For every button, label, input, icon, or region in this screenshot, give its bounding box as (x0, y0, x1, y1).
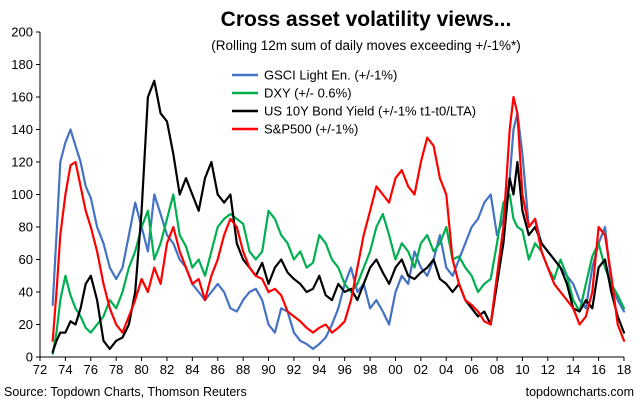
x-tick-label: 00 (388, 362, 402, 377)
y-tick-label: 40 (19, 285, 33, 300)
x-tick-label: 72 (33, 362, 47, 377)
y-tick-label: 60 (19, 252, 33, 267)
legend-label: US 10Y Bond Yield (+/-1% t1-t0/LTA) (264, 104, 476, 119)
y-tick-label: 180 (11, 57, 33, 72)
x-tick-label: 92 (287, 362, 301, 377)
y-tick-label: 160 (11, 90, 33, 105)
y-tick-label: 200 (11, 25, 33, 40)
x-tick-label: 02 (414, 362, 428, 377)
y-tick-label: 0 (26, 350, 33, 365)
x-tick-label: 76 (84, 362, 98, 377)
series-line-3 (51, 79, 626, 354)
x-tick-label: 90 (261, 362, 275, 377)
brand-label: topdowncharts.com (526, 385, 634, 399)
x-tick-label: 16 (591, 362, 605, 377)
legend: GSCI Light En. (+/-1%) DXY (+/- 0.6%) US 1… (232, 68, 476, 137)
chart-subtitle: (Rolling 12m sum of daily moves exceedin… (211, 38, 521, 53)
x-tick-label: 04 (439, 362, 453, 377)
series-line-1 (51, 112, 626, 350)
legend-label: S&P500 (+/-1%) (264, 122, 358, 137)
x-tick-label: 94 (312, 362, 326, 377)
x-tick-label: 14 (566, 362, 580, 377)
x-tick-label: 10 (515, 362, 529, 377)
series-line-4 (51, 95, 626, 342)
y-tick-label: 100 (11, 187, 33, 202)
x-tick-label: 84 (185, 362, 199, 377)
x-tick-label: 86 (211, 362, 225, 377)
legend-label: GSCI Light En. (+/-1%) (264, 68, 397, 83)
x-tick-label: 96 (337, 362, 351, 377)
source-note: Source: Topdown Charts, Thomson Reuters (4, 385, 247, 399)
x-tick-label: 74 (58, 362, 72, 377)
y-tick-label: 20 (19, 317, 33, 332)
x-tick-label: 80 (134, 362, 148, 377)
x-tick-label: 18 (617, 362, 631, 377)
y-tick-label: 140 (11, 122, 33, 137)
x-tick-label: 12 (541, 362, 555, 377)
chart-title: Cross asset volatility views... (221, 8, 512, 31)
x-tick-label: 06 (464, 362, 478, 377)
x-tick-label: 98 (363, 362, 377, 377)
x-tick-label: 78 (109, 362, 123, 377)
x-tick-label: 88 (236, 362, 250, 377)
x-tick-label: 08 (490, 362, 504, 377)
x-tick-label: 82 (160, 362, 174, 377)
legend-label: DXY (+/- 0.6%) (264, 86, 352, 101)
y-tick-label: 80 (19, 220, 33, 235)
y-tick-label: 120 (11, 155, 33, 170)
series-lines (51, 79, 626, 355)
